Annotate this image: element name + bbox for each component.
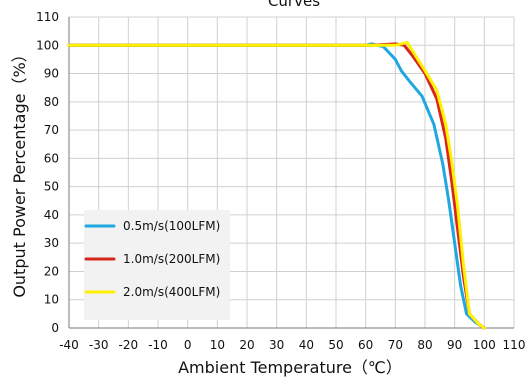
- x-tick-label: 20: [239, 338, 254, 352]
- x-tick-label: 40: [299, 338, 314, 352]
- x-tick-label: -30: [89, 338, 109, 352]
- legend: 0.5m/s(100LFM) 1.0m/s(200LFM) 2.0m/s(400LF…: [84, 210, 230, 320]
- tick-labels: -40 -30 -20 -10 0 10 20 30 40 50 60 70 80 90 100 110 0 10…: [36, 10, 525, 352]
- legend-label: 2.0m/s(400LFM): [123, 285, 220, 299]
- y-tick-label: 100: [36, 38, 59, 52]
- y-tick-label: 40: [44, 208, 59, 222]
- legend-label: 1.0m/s(200LFM): [123, 252, 220, 266]
- x-tick-label: 50: [328, 338, 343, 352]
- y-tick-label: 10: [44, 293, 59, 307]
- x-axis-label: Ambient Temperature（℃）: [178, 358, 402, 377]
- x-tick-label: 90: [447, 338, 462, 352]
- x-tick-label: 110: [503, 338, 526, 352]
- x-tick-label: -20: [119, 338, 139, 352]
- y-axis-label: Output Power Percentage（%）: [10, 46, 29, 297]
- x-tick-label: 30: [269, 338, 284, 352]
- x-tick-label: 0: [184, 338, 192, 352]
- x-tick-label: 80: [417, 338, 432, 352]
- x-tick-label: -10: [148, 338, 168, 352]
- x-tick-label: -40: [59, 338, 79, 352]
- y-tick-label: 70: [44, 123, 59, 137]
- y-tick-label: 80: [44, 95, 59, 109]
- x-tick-label: 60: [358, 338, 373, 352]
- x-tick-label: 70: [388, 338, 403, 352]
- x-tick-label: 100: [473, 338, 496, 352]
- y-tick-label: 60: [44, 151, 59, 165]
- chart-title: Curves: [268, 0, 320, 10]
- y-tick-label: 50: [44, 180, 59, 194]
- legend-box: [84, 210, 230, 320]
- y-tick-label: 30: [44, 236, 59, 250]
- axes: [68, 17, 514, 329]
- series-lines: [67, 40, 486, 330]
- y-tick-label: 20: [44, 264, 59, 278]
- x-tick-label: 10: [210, 338, 225, 352]
- legend-label: 0.5m/s(100LFM): [123, 219, 220, 233]
- y-tick-label: 0: [51, 321, 59, 335]
- series-line: [67, 40, 486, 330]
- y-tick-label: 110: [36, 10, 59, 24]
- y-tick-label: 90: [44, 67, 59, 81]
